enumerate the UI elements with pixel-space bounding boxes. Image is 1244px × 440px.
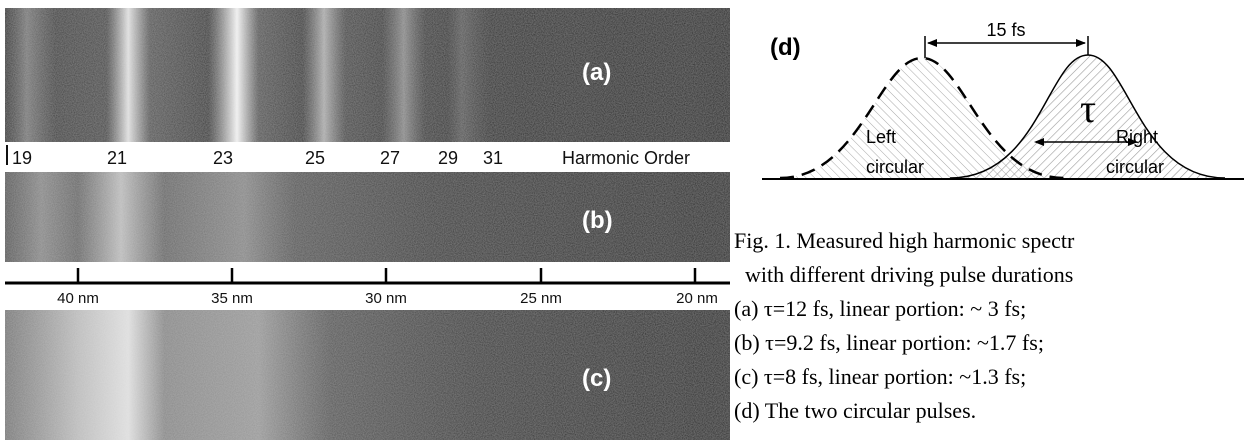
axis-title: Harmonic Order (562, 148, 690, 168)
caption-line: (d) The two circular pulses. (734, 398, 976, 423)
wavelength-label: 35 nm (211, 290, 253, 307)
harmonic-label: 23 (213, 148, 233, 168)
caption-line: (b) τ=9.2 fs, linear portion: ~1.7 fs; (734, 330, 1044, 355)
pulse-label: circular (866, 157, 924, 177)
pulse-label: circular (1106, 157, 1164, 177)
spectrum-image (5, 172, 730, 262)
harmonic-label: 21 (107, 148, 127, 168)
left-pulse (779, 56, 1065, 180)
harmonic-label: 31 (483, 148, 503, 168)
panel-label: (b) (582, 207, 613, 234)
left-pulse-fill (780, 58, 1064, 178)
caption-line: with different driving pulse durations (745, 262, 1073, 287)
panel-label: (a) (582, 59, 611, 86)
panel-label: (c) (582, 365, 611, 392)
wavelength-axis: 40 nm 35 nm 30 nm 25 nm 20 nm (5, 268, 730, 307)
harmonic-label: 29 (438, 148, 458, 168)
harmonic-label: 25 (305, 148, 325, 168)
harmonic-axis: 19 21 23 25 27 29 31 Harmonic Order (6, 145, 690, 168)
pulse-label: Right (1116, 127, 1158, 147)
spectrum-image (5, 310, 730, 440)
caption-line: (c) τ=8 fs, linear portion: ~1.3 fs; (734, 364, 1026, 389)
wavelength-label: 30 nm (365, 290, 407, 307)
panel-label: (d) (770, 34, 801, 61)
pulse-label: Left (866, 127, 896, 147)
harmonic-label: 27 (380, 148, 400, 168)
caption: Fig. 1. Measured high harmonic spectr wi… (734, 228, 1075, 423)
spectrum-image (5, 8, 730, 142)
pulse-diagram: (d) 15 fs τ Left circular Right circular (762, 20, 1244, 180)
right-pulse-fill (950, 55, 1225, 178)
wavelength-label: 20 nm (676, 290, 718, 307)
delay-label: 15 fs (986, 20, 1025, 40)
harmonic-label: 19 (12, 148, 32, 168)
caption-line: Fig. 1. Measured high harmonic spectr (734, 228, 1075, 253)
width-label: τ (1080, 86, 1096, 131)
wavelength-label: 25 nm (520, 290, 562, 307)
wavelength-label: 40 nm (57, 290, 99, 307)
caption-line: (a) τ=12 fs, linear portion: ~ 3 fs; (734, 296, 1026, 321)
